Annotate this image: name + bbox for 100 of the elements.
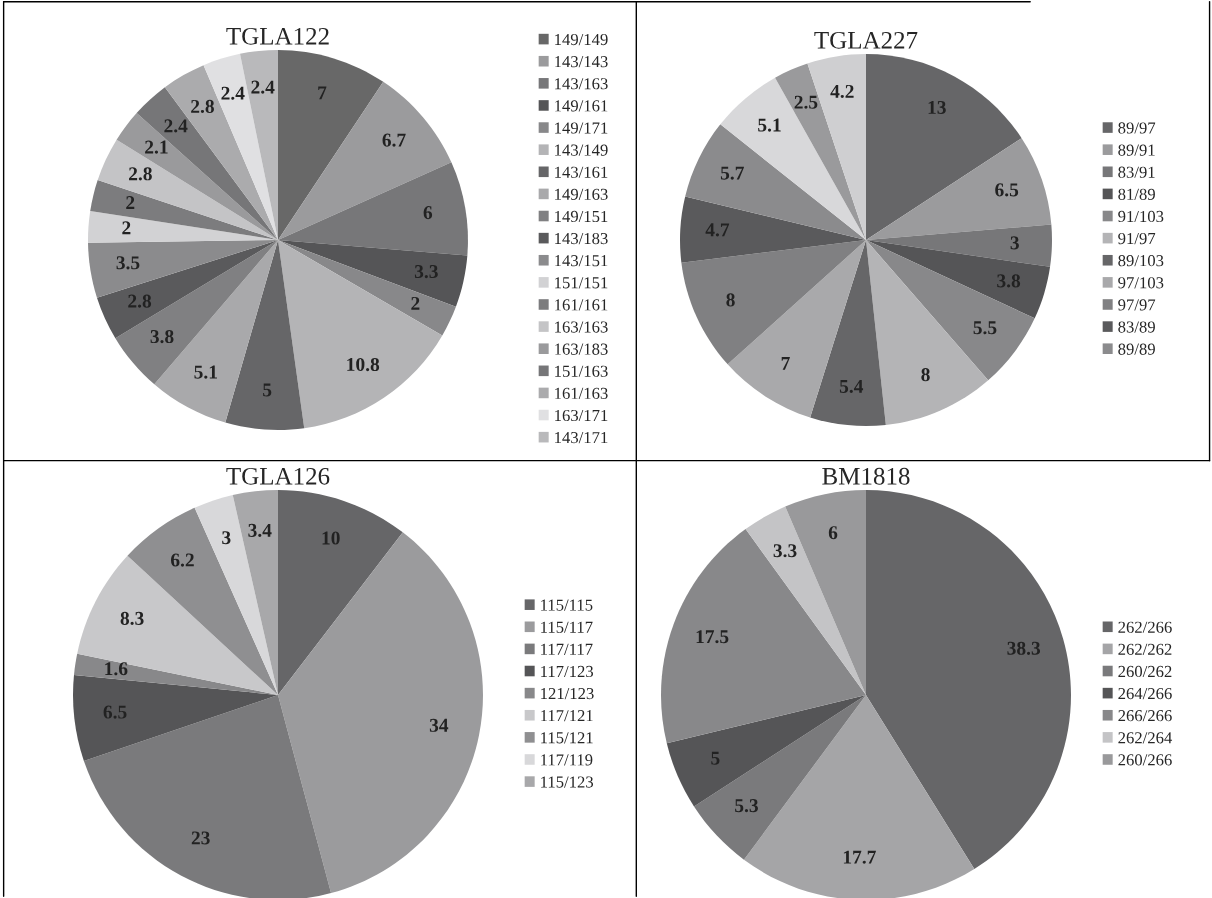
legend-label: 89/103 bbox=[1118, 255, 1164, 267]
legend-label: 83/91 bbox=[1118, 166, 1155, 178]
data-label: 4.2 bbox=[830, 84, 854, 99]
data-label: 6.2 bbox=[170, 553, 194, 567]
pie-slice bbox=[232, 490, 278, 695]
legend-label: 260/262 bbox=[1118, 665, 1172, 678]
data-label: 2 bbox=[122, 221, 131, 235]
legend-label: 149/149 bbox=[555, 33, 608, 46]
data-label: 4.7 bbox=[705, 223, 730, 237]
data-label: 17.5 bbox=[696, 630, 729, 644]
legend-label: 161/163 bbox=[555, 387, 608, 399]
legend-label: 81/89 bbox=[1118, 188, 1155, 200]
legend-label: 149/171 bbox=[555, 122, 608, 134]
legend-label: 115/115 bbox=[541, 599, 593, 611]
legend-label: 117/117 bbox=[541, 643, 593, 655]
pie-slice bbox=[680, 196, 866, 263]
legend-label: 83/89 bbox=[1118, 321, 1155, 333]
data-label: 2 bbox=[126, 196, 135, 209]
data-label: 3.8 bbox=[150, 329, 174, 344]
data-label: 5.1 bbox=[758, 118, 781, 132]
chart-title: BM1818 bbox=[822, 467, 910, 485]
data-label: 3 bbox=[222, 531, 231, 545]
legend-label: 149/161 bbox=[555, 100, 608, 112]
data-label: 2.1 bbox=[145, 140, 168, 154]
data-label: 8.3 bbox=[120, 611, 144, 626]
data-label: 6 bbox=[828, 526, 838, 540]
pie-slice bbox=[194, 495, 278, 695]
pie-slice bbox=[278, 81, 452, 240]
chart-title: TGLA227 bbox=[814, 31, 918, 49]
data-label: 17.7 bbox=[843, 850, 876, 864]
legend-label: 161/161 bbox=[555, 299, 608, 311]
legend-label: 97/103 bbox=[1118, 277, 1164, 289]
data-label: 5.1 bbox=[194, 365, 217, 379]
legend-label: 143/163 bbox=[555, 78, 608, 90]
data-label: 6.5 bbox=[995, 183, 1019, 197]
data-label: 8 bbox=[921, 368, 930, 382]
legend-label: 262/262 bbox=[1118, 643, 1172, 655]
pie-slice bbox=[278, 490, 403, 695]
data-label: 2.8 bbox=[128, 294, 152, 308]
data-label: 5.5 bbox=[973, 321, 997, 335]
data-label: 3.5 bbox=[116, 256, 140, 270]
chart-title: TGLA126 bbox=[226, 467, 330, 485]
legend-label: 163/163 bbox=[555, 321, 608, 333]
legend-label: 151/163 bbox=[555, 365, 608, 377]
legend-label: 117/121 bbox=[541, 710, 593, 722]
legend-label: 89/91 bbox=[1118, 144, 1155, 156]
data-label: 10 bbox=[322, 531, 340, 545]
data-label: 5.4 bbox=[839, 379, 864, 394]
pie-slice bbox=[866, 224, 1052, 267]
legend-label: 262/266 bbox=[1118, 621, 1172, 633]
legend-label: 262/264 bbox=[1118, 732, 1173, 744]
pie-slice bbox=[73, 674, 278, 761]
pie-slice bbox=[278, 240, 456, 336]
legend-label: 97/97 bbox=[1118, 299, 1156, 311]
legend-label: 143/149 bbox=[555, 144, 608, 156]
pie-slice bbox=[83, 695, 332, 898]
legend-label: 91/103 bbox=[1118, 210, 1164, 223]
data-label: 2.8 bbox=[191, 99, 214, 114]
legend-label: 117/123 bbox=[541, 665, 594, 678]
data-label: 2.4 bbox=[164, 119, 188, 133]
pie-slice bbox=[225, 240, 305, 430]
legend-label: 143/151 bbox=[555, 255, 608, 267]
legend-label: 89/97 bbox=[1118, 122, 1156, 134]
legend-label: 117/119 bbox=[541, 754, 593, 766]
legend-label: 143/183 bbox=[555, 232, 608, 245]
data-label: 2.4 bbox=[251, 80, 275, 94]
legend-label: 264/266 bbox=[1118, 687, 1172, 700]
data-label: 7 bbox=[781, 357, 790, 370]
pie-slice bbox=[97, 139, 278, 240]
data-label: 8 bbox=[726, 293, 735, 307]
data-label: 6.7 bbox=[382, 133, 406, 147]
legend-label: 115/123 bbox=[541, 776, 594, 788]
legend-label: 260/266 bbox=[1118, 754, 1172, 766]
data-label: 2.5 bbox=[794, 95, 818, 109]
data-label: 23 bbox=[191, 831, 210, 845]
legend-label: 149/163 bbox=[555, 188, 608, 200]
legend-label: 91/97 bbox=[1118, 232, 1156, 245]
data-label: 13 bbox=[928, 100, 946, 114]
chart-title: TGLA122 bbox=[226, 27, 329, 45]
pie-slice bbox=[77, 555, 278, 695]
legend-label: 115/121 bbox=[541, 732, 593, 744]
pie-slice bbox=[116, 113, 278, 240]
data-label: 6 bbox=[423, 206, 433, 220]
legend-label: 151/151 bbox=[555, 277, 608, 289]
legend-label: 163/183 bbox=[555, 343, 608, 355]
data-label: 3.3 bbox=[773, 544, 797, 558]
legend-label: 163/171 bbox=[555, 409, 608, 422]
pie-slice bbox=[88, 211, 278, 243]
data-label: 5.7 bbox=[720, 166, 744, 180]
data-label: 3.4 bbox=[248, 523, 272, 537]
legend-label: 149/151 bbox=[555, 210, 608, 223]
legend-label: 143/161 bbox=[555, 166, 608, 178]
data-label: 1.6 bbox=[105, 662, 128, 676]
legend-label: 115/117 bbox=[541, 621, 593, 633]
data-label: 5.3 bbox=[735, 799, 758, 813]
data-label: 2.8 bbox=[129, 167, 152, 181]
pie-slice bbox=[745, 506, 866, 695]
data-label: 7 bbox=[318, 86, 327, 100]
legend-label: 143/143 bbox=[555, 56, 608, 68]
legend-label: 89/89 bbox=[1118, 343, 1155, 355]
